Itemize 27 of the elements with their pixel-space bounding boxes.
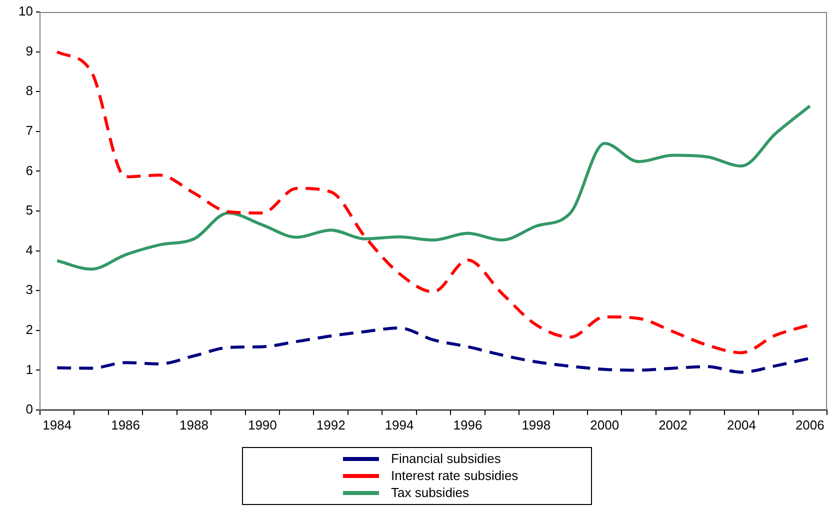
y-tick-label: 1: [26, 362, 33, 377]
x-tick-label: 1990: [248, 417, 277, 432]
legend-label: Tax subsidies: [391, 485, 470, 500]
x-tick-label: 1992: [316, 417, 346, 432]
x-tick-label: 2000: [590, 417, 620, 432]
x-tick-label: 1994: [384, 417, 414, 432]
y-tick-label: 8: [26, 83, 33, 98]
y-tick-label: 7: [26, 122, 33, 138]
y-tick-label: 4: [26, 242, 33, 258]
x-tick-label: 2002: [658, 417, 688, 432]
x-tick-label: 1984: [42, 417, 72, 432]
legend-label: Interest rate subsidies: [391, 468, 518, 483]
y-tick-label: 6: [26, 162, 33, 178]
x-tick-label: 1986: [111, 417, 140, 432]
x-tick-label: 1998: [522, 417, 551, 432]
y-tick-label: 3: [26, 282, 33, 298]
y-tick-label: 2: [26, 322, 33, 337]
y-tick-label: 5: [26, 202, 33, 218]
x-tick-label: 2004: [726, 417, 756, 432]
x-tick-label: 1988: [180, 417, 208, 432]
y-tick-label: 9: [26, 43, 33, 58]
x-tick-label: 1996: [453, 417, 482, 432]
line-series: [56, 104, 812, 271]
x-tick-label: 2006: [795, 417, 824, 432]
y-tick-label: 0: [26, 402, 33, 417]
legend-label: Financial subsidies: [391, 451, 501, 466]
y-tick-label: 10: [18, 4, 33, 19]
